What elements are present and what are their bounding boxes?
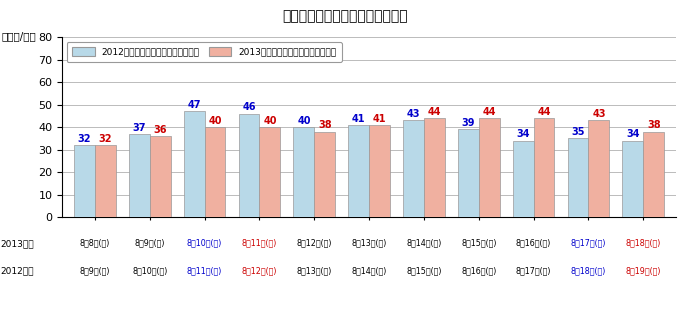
Text: 40: 40 [208,116,221,126]
Text: 金沢支社管内の日平均断面交通量: 金沢支社管内の日平均断面交通量 [282,9,408,23]
Bar [129,134,150,217]
Text: 8月19日(日): 8月19日(日) [626,267,661,276]
Text: 38: 38 [647,121,660,131]
Text: 32: 32 [78,134,91,144]
Text: 8月14日(水): 8月14日(水) [406,239,442,248]
Text: 40: 40 [263,116,277,126]
Text: 8月14日(火): 8月14日(火) [351,267,387,276]
Text: 32: 32 [99,134,112,144]
Text: 8月11日(土): 8月11日(土) [187,267,222,276]
Text: 44: 44 [538,107,551,117]
Text: 8月12日(日): 8月12日(日) [241,267,277,276]
Bar [513,141,533,217]
Text: 38: 38 [318,121,332,131]
Text: 46: 46 [242,103,256,113]
Text: 8月16日(金): 8月16日(金) [516,239,551,248]
Text: 43: 43 [407,109,420,119]
Bar [315,132,335,217]
Text: 41: 41 [352,114,366,124]
Bar [293,127,315,217]
Text: 8月18日(日): 8月18日(日) [626,239,661,248]
Bar [239,114,259,217]
Bar [348,125,369,217]
Text: 8月17日(土): 8月17日(土) [571,239,607,248]
Bar [643,132,664,217]
Text: 39: 39 [462,118,475,128]
Bar [424,118,445,217]
Text: 8月16日(木): 8月16日(木) [461,267,497,276]
Text: 8月12日(月): 8月12日(月) [297,239,332,248]
Text: （千台/日）: （千台/日） [1,31,36,41]
Text: 41: 41 [373,114,386,124]
Bar [589,120,609,217]
Text: 37: 37 [132,123,146,133]
Bar [403,120,424,217]
Bar [184,111,205,217]
Text: 44: 44 [428,107,441,117]
Text: 8月11日(日): 8月11日(日) [241,239,277,248]
Text: 8月15日(水): 8月15日(水) [406,267,442,276]
Text: 8月10日(金): 8月10日(金) [132,267,168,276]
Bar [74,145,95,217]
Text: 47: 47 [188,100,201,110]
Text: 8月8日(木): 8月8日(木) [80,239,110,248]
Text: 8月10日(土): 8月10日(土) [187,239,222,248]
Text: 8月9日(金): 8月9日(金) [135,239,165,248]
Bar [568,138,589,217]
Bar [479,118,500,217]
Text: 8月17日(金): 8月17日(金) [516,267,551,276]
Text: 8月9日(木): 8月9日(木) [80,267,110,276]
Text: 8月13日(月): 8月13日(月) [297,267,332,276]
Bar [95,145,116,217]
Text: 8月13日(火): 8月13日(火) [351,239,387,248]
Bar [150,136,170,217]
Text: 34: 34 [517,130,530,140]
Bar [533,118,555,217]
Text: 8月18日(土): 8月18日(土) [571,267,606,276]
Text: 2012年度: 2012年度 [0,267,34,276]
Text: 36: 36 [153,125,167,135]
Legend: 2012年度上下合計日平均断面交通量, 2013年度上下合計日平均断面交通量: 2012年度上下合計日平均断面交通量, 2013年度上下合計日平均断面交通量 [67,42,342,62]
Text: 8月15日(木): 8月15日(木) [461,239,497,248]
Bar [622,141,643,217]
Bar [458,129,479,217]
Bar [369,125,390,217]
Text: 2013年度: 2013年度 [0,239,34,248]
Text: 44: 44 [482,107,496,117]
Bar [205,127,226,217]
Text: 43: 43 [592,109,606,119]
Text: 35: 35 [571,127,585,137]
Text: 34: 34 [626,130,640,140]
Bar [259,127,280,217]
Text: 40: 40 [297,116,310,126]
